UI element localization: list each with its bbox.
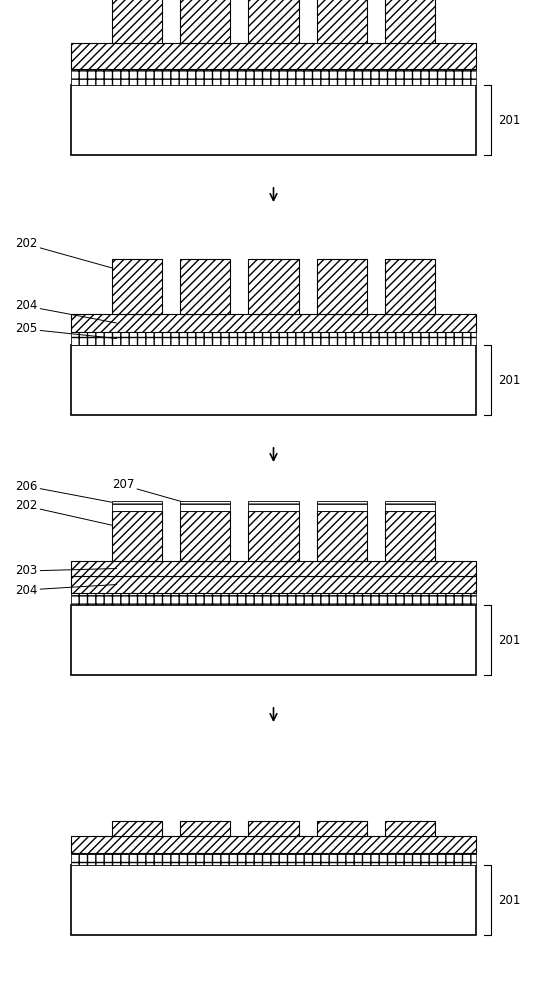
Text: 207: 207: [112, 479, 190, 504]
Bar: [180, 0, 230, 43]
Bar: [112, 511, 162, 561]
Text: 201: 201: [498, 373, 520, 386]
Bar: [385, 501, 435, 511]
Text: 205: 205: [15, 322, 117, 338]
Text: 203: 203: [15, 564, 117, 577]
Bar: [71, 85, 476, 155]
Bar: [317, 0, 367, 43]
Bar: [180, 821, 230, 836]
Bar: [71, 605, 476, 675]
Bar: [180, 259, 230, 314]
Bar: [112, 501, 162, 511]
Text: 202: 202: [15, 237, 129, 273]
Bar: [317, 511, 367, 561]
Bar: [317, 821, 367, 836]
Bar: [385, 821, 435, 836]
Bar: [180, 511, 230, 561]
Bar: [71, 561, 476, 576]
Bar: [248, 511, 299, 561]
Bar: [71, 43, 476, 69]
Bar: [385, 0, 435, 43]
Bar: [71, 576, 476, 593]
Text: 201: 201: [498, 894, 520, 906]
Text: 206: 206: [15, 480, 132, 506]
Bar: [71, 593, 476, 605]
Bar: [112, 259, 162, 314]
Bar: [385, 511, 435, 561]
Text: 201: 201: [498, 634, 520, 647]
Bar: [71, 314, 476, 332]
Text: 201: 201: [498, 113, 520, 126]
Bar: [71, 865, 476, 935]
Bar: [248, 0, 299, 43]
Bar: [248, 259, 299, 314]
Text: 204: 204: [15, 299, 117, 323]
Text: 202: 202: [15, 0, 132, 4]
Bar: [385, 259, 435, 314]
Bar: [71, 69, 476, 85]
Text: 204: 204: [15, 583, 117, 596]
Bar: [180, 501, 230, 511]
Bar: [317, 501, 367, 511]
Bar: [71, 345, 476, 415]
Bar: [248, 821, 299, 836]
Bar: [112, 0, 162, 43]
Text: 202: 202: [15, 499, 127, 528]
Bar: [71, 853, 476, 865]
Bar: [248, 501, 299, 511]
Bar: [112, 821, 162, 836]
Bar: [71, 332, 476, 345]
Bar: [317, 259, 367, 314]
Bar: [71, 836, 476, 853]
